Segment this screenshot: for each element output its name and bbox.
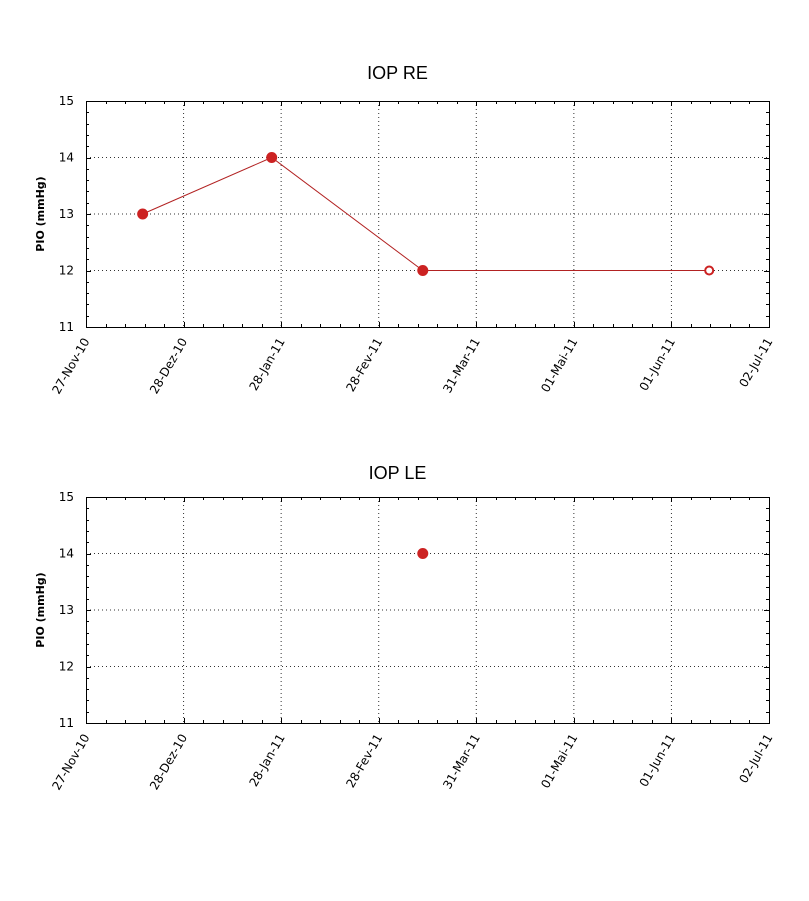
iop-re-ytick-label: 13 [59, 207, 74, 221]
iop-le-xtick-label: 28-Dez-10 [147, 732, 190, 793]
iop-re-ytick-label: 14 [59, 151, 74, 165]
iop-le-xtick-label: 01-Mai-11 [538, 732, 580, 791]
iop-le-ytick-label: 14 [59, 547, 74, 561]
iop-le-ytick-label: 11 [59, 716, 74, 730]
iop-le-grid [86, 497, 769, 723]
iop-re-y-axis-label: PIO (mmHg) [34, 176, 47, 251]
iop-le-xtick-label: 28-Jan-11 [246, 732, 287, 790]
iop-re-ytick-label: 15 [59, 94, 74, 108]
iop-le-data-point [417, 548, 429, 559]
iop-le-plot-frame [86, 497, 770, 724]
iop-re-title: IOP RE [367, 63, 428, 83]
iop-le-ytick-label: 15 [59, 490, 74, 504]
iop-re-ytick-label: 11 [59, 320, 74, 334]
iop-le-xtick-label: 31-Mar-11 [440, 732, 483, 792]
iop-re-data-point [137, 208, 149, 220]
iop-re-xtick-label: 28-Jan-11 [246, 336, 287, 394]
chart-iop-re-svg: IOP RE 11 12 13 14 15 27-Nov-10 28-Dez-10 28-Jan… [34, 63, 776, 397]
iop-re-xtick-label: 01-Jun-11 [637, 336, 678, 394]
iop-le-ytick-label: 13 [59, 603, 74, 617]
chart-iop-le: IOP LE 11 12 13 14 15 27-Nov-10 28-Dez-10 28-Jan… [0, 440, 809, 901]
iop-re-xtick-label: 27-Nov-10 [49, 336, 92, 397]
iop-re-data-point [704, 265, 715, 276]
iop-re-xtick-label: 28-Fev-11 [343, 336, 385, 395]
iop-re-data-point [266, 152, 278, 163]
chart-iop-re: IOP RE 11 12 13 14 15 27-Nov-10 28-Dez-10 28-Jan… [0, 0, 809, 440]
iop-re-ytick-label: 12 [59, 264, 74, 278]
iop-re-xtick-label: 28-Dez-10 [147, 336, 190, 397]
iop-re-series-line [142, 156, 710, 271]
iop-re-data-point [417, 265, 429, 276]
iop-le-ytick-label: 12 [59, 660, 74, 674]
iop-le-y-axis-label: PIO (mmHg) [34, 572, 47, 647]
iop-le-title: IOP LE [369, 463, 427, 483]
iop-le-xtick-label: 27-Nov-10 [49, 732, 92, 793]
iop-re-grid [86, 101, 769, 327]
iop-le-xtick-label: 28-Fev-11 [343, 732, 385, 791]
iop-le-xtick-label: 01-Jun-11 [637, 732, 678, 790]
iop-re-plot-frame [86, 101, 770, 328]
iop-le-xtick-label: 02-Jul-11 [736, 732, 775, 786]
chart-iop-le-svg: IOP LE 11 12 13 14 15 27-Nov-10 28-Dez-10 28-Jan… [34, 463, 776, 793]
iop-re-xtick-label: 31-Mar-11 [440, 336, 483, 396]
iop-re-xtick-label: 02-Jul-11 [736, 336, 775, 390]
iop-re-xtick-label: 01-Mai-11 [538, 336, 580, 395]
